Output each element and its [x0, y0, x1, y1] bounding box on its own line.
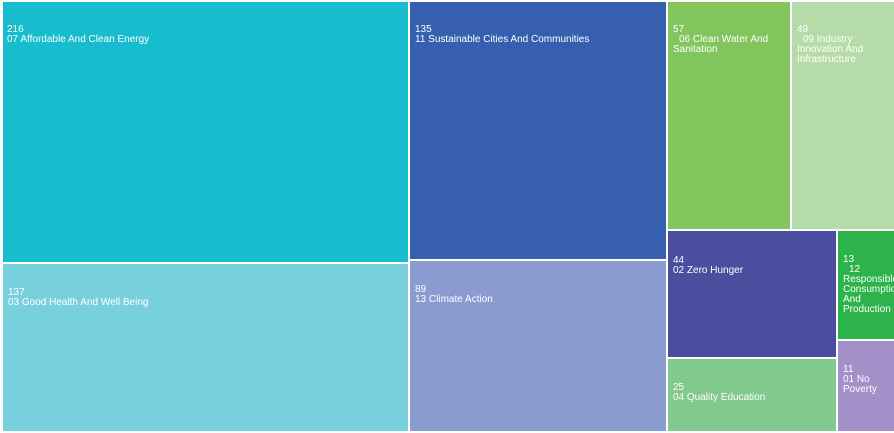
treemap-tile[interactable]: 49 09 Industry Innovation And Infrastruct… [792, 2, 894, 229]
tile-value-label: 13 [843, 254, 855, 265]
tile-value-label: 216 [7, 24, 24, 35]
treemap-tile[interactable]: 216 07 Affordable And Clean Energy [3, 2, 408, 262]
tile-category-label: 11 Sustainable Cities And Communities [415, 34, 590, 45]
treemap-tile[interactable]: 135 11 Sustainable Cities And Communities [410, 2, 666, 259]
tile-value-label: 57 [673, 24, 685, 35]
tile-category-label: 04 Quality Education [673, 392, 766, 403]
treemap-tile[interactable]: 25 04 Quality Education [668, 359, 836, 431]
tile-category-label: 03 Good Health And Well Being [8, 297, 149, 308]
tile-category-label: 12 Responsible Consumption And Productio… [843, 264, 894, 315]
tile-value-label: 49 [797, 24, 809, 35]
tile-category-label: 09 Industry Innovation And Infrastructur… [797, 34, 864, 65]
treemap-tile[interactable]: 57 06 Clean Water And Sanitation [668, 2, 790, 229]
tile-value-label: 11 [843, 364, 854, 375]
tile-category-label: 06 Clean Water And Sanitation [673, 34, 769, 55]
tile-value-label: 137 [8, 287, 25, 298]
treemap-tile[interactable]: 44 02 Zero Hunger [668, 231, 836, 357]
treemap-tile[interactable]: 89 13 Climate Action [410, 261, 666, 431]
tile-category-label: 02 Zero Hunger [673, 265, 744, 276]
tile-category-label: 07 Affordable And Clean Energy [7, 34, 150, 45]
tile-value-label: 135 [415, 24, 432, 35]
tile-value-label: 89 [415, 284, 427, 295]
tile-value-label: 44 [673, 255, 685, 266]
treemap-tile[interactable]: 11 01 No Poverty [838, 341, 894, 431]
tile-category-label: 01 No Poverty [843, 374, 877, 395]
tile-category-label: 13 Climate Action [415, 294, 493, 305]
treemap-tile[interactable]: 137 03 Good Health And Well Being [3, 264, 408, 431]
tile-value-label: 25 [673, 382, 685, 393]
